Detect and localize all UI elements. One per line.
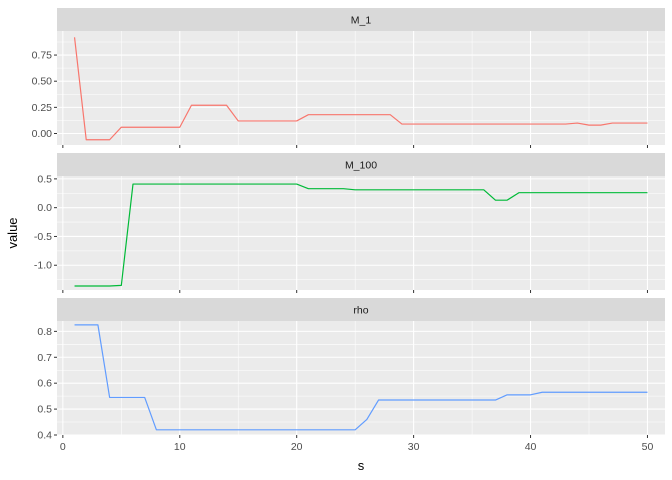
- y-tick-label: 0.25: [32, 102, 53, 114]
- panel-background: [57, 31, 665, 145]
- y-tick-label: 0.4: [37, 430, 52, 442]
- series-line-rho: [74, 324, 648, 431]
- y-tick-label: 0.75: [32, 50, 53, 62]
- panel-background: [57, 321, 665, 435]
- facet-strip: [57, 153, 665, 176]
- panel-m-1: M_1 0.00 0.25 0.50 0.75: [32, 8, 665, 148]
- panel-m-100: M_100 -1.0 -0.5 0.0 0.5: [34, 153, 665, 293]
- panel-rho: rho 0.4 0.5 0.6 0.7 0.8: [37, 298, 665, 442]
- series-line-m-100: [74, 183, 648, 287]
- y-tick-label: 0.5: [37, 404, 52, 416]
- y-tick-label: -1.0: [34, 260, 52, 272]
- x-tick-label: 50: [642, 441, 654, 453]
- y-tick-label: 0.6: [37, 378, 52, 390]
- y-tick-label: 0.50: [32, 76, 53, 88]
- facet-strip-label: M_100: [345, 160, 377, 172]
- panel-background: [57, 176, 665, 290]
- facet-strip: [57, 8, 665, 31]
- facet-panels: M_10.000.250.500.75M_100-1.0-0.50.00.5rh…: [32, 8, 665, 442]
- facet-strip-label: rho: [353, 305, 368, 317]
- facet-strip-label: M_1: [351, 15, 372, 27]
- x-axis-title: s: [358, 458, 365, 473]
- y-axis-title: value: [5, 217, 20, 248]
- facet-strip: [57, 298, 665, 321]
- y-tick-label: 0.0: [37, 202, 52, 214]
- series-line-m-1: [73, 37, 648, 141]
- y-tick-label: 0.7: [37, 352, 52, 364]
- y-tick-label: 0.8: [37, 326, 52, 338]
- x-tick-label: 30: [408, 441, 420, 453]
- x-axis: 0 10 20 30 40 50: [60, 441, 654, 453]
- y-tick-label: -0.5: [34, 231, 52, 243]
- y-tick-label: 0.00: [32, 128, 53, 140]
- x-tick-label: 0: [60, 441, 66, 453]
- x-tick-label: 10: [174, 441, 186, 453]
- x-tick-label: 20: [291, 441, 303, 453]
- y-tick-label: 0.5: [37, 173, 52, 185]
- x-tick-label: 40: [525, 441, 537, 453]
